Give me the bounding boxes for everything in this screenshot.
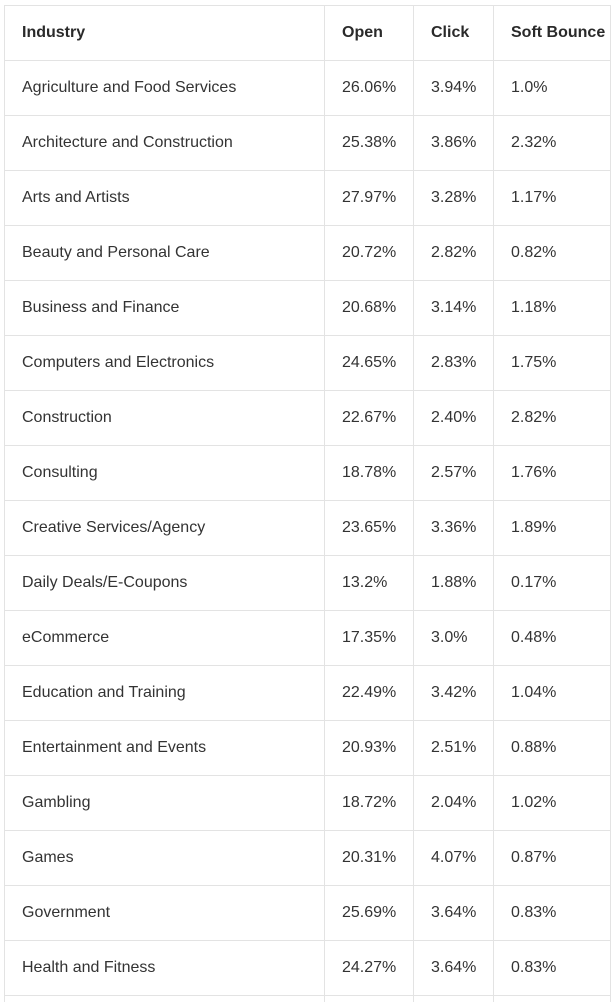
empty-cell	[4, 995, 325, 1002]
cell-industry: Creative Services/Agency	[4, 500, 325, 556]
cell-industry: Entertainment and Events	[4, 720, 325, 776]
cell-industry: Computers and Electronics	[4, 335, 325, 391]
table-row: eCommerce 17.35% 3.0% 0.48%	[4, 610, 611, 666]
table-row: Agriculture and Food Services 26.06% 3.94%…	[4, 60, 611, 116]
cell-open-rate: 18.78%	[324, 445, 414, 501]
cell-open-rate: 20.68%	[324, 280, 414, 336]
cell-open-rate: 26.06%	[324, 60, 414, 116]
cell-industry: Business and Finance	[4, 280, 325, 336]
table-row: Architecture and Construction 25.38% 3.86%…	[4, 115, 611, 171]
cell-soft-bounce: 1.89%	[493, 500, 611, 556]
table-row: Health and Fitness 24.27% 3.64% 0.83%	[4, 940, 611, 996]
cell-open-rate: 20.93%	[324, 720, 414, 776]
cell-soft-bounce: 1.76%	[493, 445, 611, 501]
cell-click-rate: 3.42%	[413, 665, 494, 721]
column-header-open: Open	[324, 5, 414, 61]
cell-soft-bounce: 1.18%	[493, 280, 611, 336]
table-row: Entertainment and Events 20.93% 2.51% 0.88%	[4, 720, 611, 776]
cell-open-rate: 24.65%	[324, 335, 414, 391]
cell-open-rate: 13.2%	[324, 555, 414, 611]
industry-benchmark-table: Industry Open Click Soft Bounce Agricult…	[4, 5, 611, 1002]
table-header: Industry Open Click Soft Bounce	[4, 5, 611, 61]
cell-industry: Government	[4, 885, 325, 941]
table-row: Education and Training 22.49% 3.42% 1.04%	[4, 665, 611, 721]
table-row: Arts and Artists 27.97% 3.28% 1.17%	[4, 170, 611, 226]
cell-open-rate: 18.72%	[324, 775, 414, 831]
cell-click-rate: 1.88%	[413, 555, 494, 611]
cell-click-rate: 2.04%	[413, 775, 494, 831]
cell-industry: Health and Fitness	[4, 940, 325, 996]
cell-soft-bounce: 0.17%	[493, 555, 611, 611]
cell-click-rate: 3.64%	[413, 940, 494, 996]
cell-soft-bounce: 0.48%	[493, 610, 611, 666]
cell-industry: Consulting	[4, 445, 325, 501]
cell-click-rate: 3.64%	[413, 885, 494, 941]
cell-industry: eCommerce	[4, 610, 325, 666]
cell-soft-bounce: 0.83%	[493, 885, 611, 941]
cell-open-rate: 22.49%	[324, 665, 414, 721]
table-row: Computers and Electronics 24.65% 2.83% 1.75…	[4, 335, 611, 391]
cell-click-rate: 3.14%	[413, 280, 494, 336]
cell-industry: Construction	[4, 390, 325, 446]
cell-click-rate: 2.51%	[413, 720, 494, 776]
cell-click-rate: 2.82%	[413, 225, 494, 281]
cell-soft-bounce: 1.04%	[493, 665, 611, 721]
cell-soft-bounce: 0.82%	[493, 225, 611, 281]
table-row: Gambling 18.72% 2.04% 1.02%	[4, 775, 611, 831]
cell-soft-bounce: 2.32%	[493, 115, 611, 171]
table-row: Beauty and Personal Care 20.72% 2.82% 0.82%	[4, 225, 611, 281]
cell-click-rate: 3.0%	[413, 610, 494, 666]
cell-industry: Daily Deals/E-Coupons	[4, 555, 325, 611]
column-header-click: Click	[413, 5, 494, 61]
cell-click-rate: 2.83%	[413, 335, 494, 391]
cell-click-rate: 3.86%	[413, 115, 494, 171]
cell-soft-bounce: 1.0%	[493, 60, 611, 116]
cell-industry: Games	[4, 830, 325, 886]
cell-industry: Education and Training	[4, 665, 325, 721]
cell-industry: Architecture and Construction	[4, 115, 325, 171]
cell-open-rate: 27.97%	[324, 170, 414, 226]
cell-industry: Gambling	[4, 775, 325, 831]
cell-click-rate: 3.94%	[413, 60, 494, 116]
cell-soft-bounce: 0.88%	[493, 720, 611, 776]
cell-open-rate: 17.35%	[324, 610, 414, 666]
column-header-soft-bounce: Soft Bounce	[493, 5, 611, 61]
cell-open-rate: 25.69%	[324, 885, 414, 941]
cell-open-rate: 24.27%	[324, 940, 414, 996]
cell-open-rate: 23.65%	[324, 500, 414, 556]
cell-soft-bounce: 0.87%	[493, 830, 611, 886]
table-row: Business and Finance 20.68% 3.14% 1.18%	[4, 280, 611, 336]
cell-open-rate: 25.38%	[324, 115, 414, 171]
empty-cell	[493, 995, 611, 1002]
table-row: Creative Services/Agency 23.65% 3.36% 1.89%	[4, 500, 611, 556]
cell-industry: Beauty and Personal Care	[4, 225, 325, 281]
table-row: Government 25.69% 3.64% 0.83%	[4, 885, 611, 941]
table-row: Daily Deals/E-Coupons 13.2% 1.88% 0.17%	[4, 555, 611, 611]
cell-soft-bounce: 2.82%	[493, 390, 611, 446]
cell-open-rate: 20.72%	[324, 225, 414, 281]
table-row: Games 20.31% 4.07% 0.87%	[4, 830, 611, 886]
table-body: Agriculture and Food Services 26.06% 3.94%…	[4, 60, 611, 1002]
cell-industry: Agriculture and Food Services	[4, 60, 325, 116]
table-row-cut-off	[4, 995, 611, 1002]
table-row: Construction 22.67% 2.40% 2.82%	[4, 390, 611, 446]
cell-click-rate: 2.57%	[413, 445, 494, 501]
table-row: Consulting 18.78% 2.57% 1.76%	[4, 445, 611, 501]
cell-click-rate: 4.07%	[413, 830, 494, 886]
cell-open-rate: 20.31%	[324, 830, 414, 886]
column-header-industry: Industry	[4, 5, 325, 61]
cell-soft-bounce: 1.75%	[493, 335, 611, 391]
empty-cell	[324, 995, 414, 1002]
cell-industry: Arts and Artists	[4, 170, 325, 226]
cell-soft-bounce: 0.83%	[493, 940, 611, 996]
cell-soft-bounce: 1.02%	[493, 775, 611, 831]
benchmark-table-container: Industry Open Click Soft Bounce Agricult…	[4, 5, 615, 1002]
header-row: Industry Open Click Soft Bounce	[4, 5, 611, 61]
cell-open-rate: 22.67%	[324, 390, 414, 446]
empty-cell	[413, 995, 494, 1002]
cell-soft-bounce: 1.17%	[493, 170, 611, 226]
cell-click-rate: 2.40%	[413, 390, 494, 446]
cell-click-rate: 3.28%	[413, 170, 494, 226]
cell-click-rate: 3.36%	[413, 500, 494, 556]
